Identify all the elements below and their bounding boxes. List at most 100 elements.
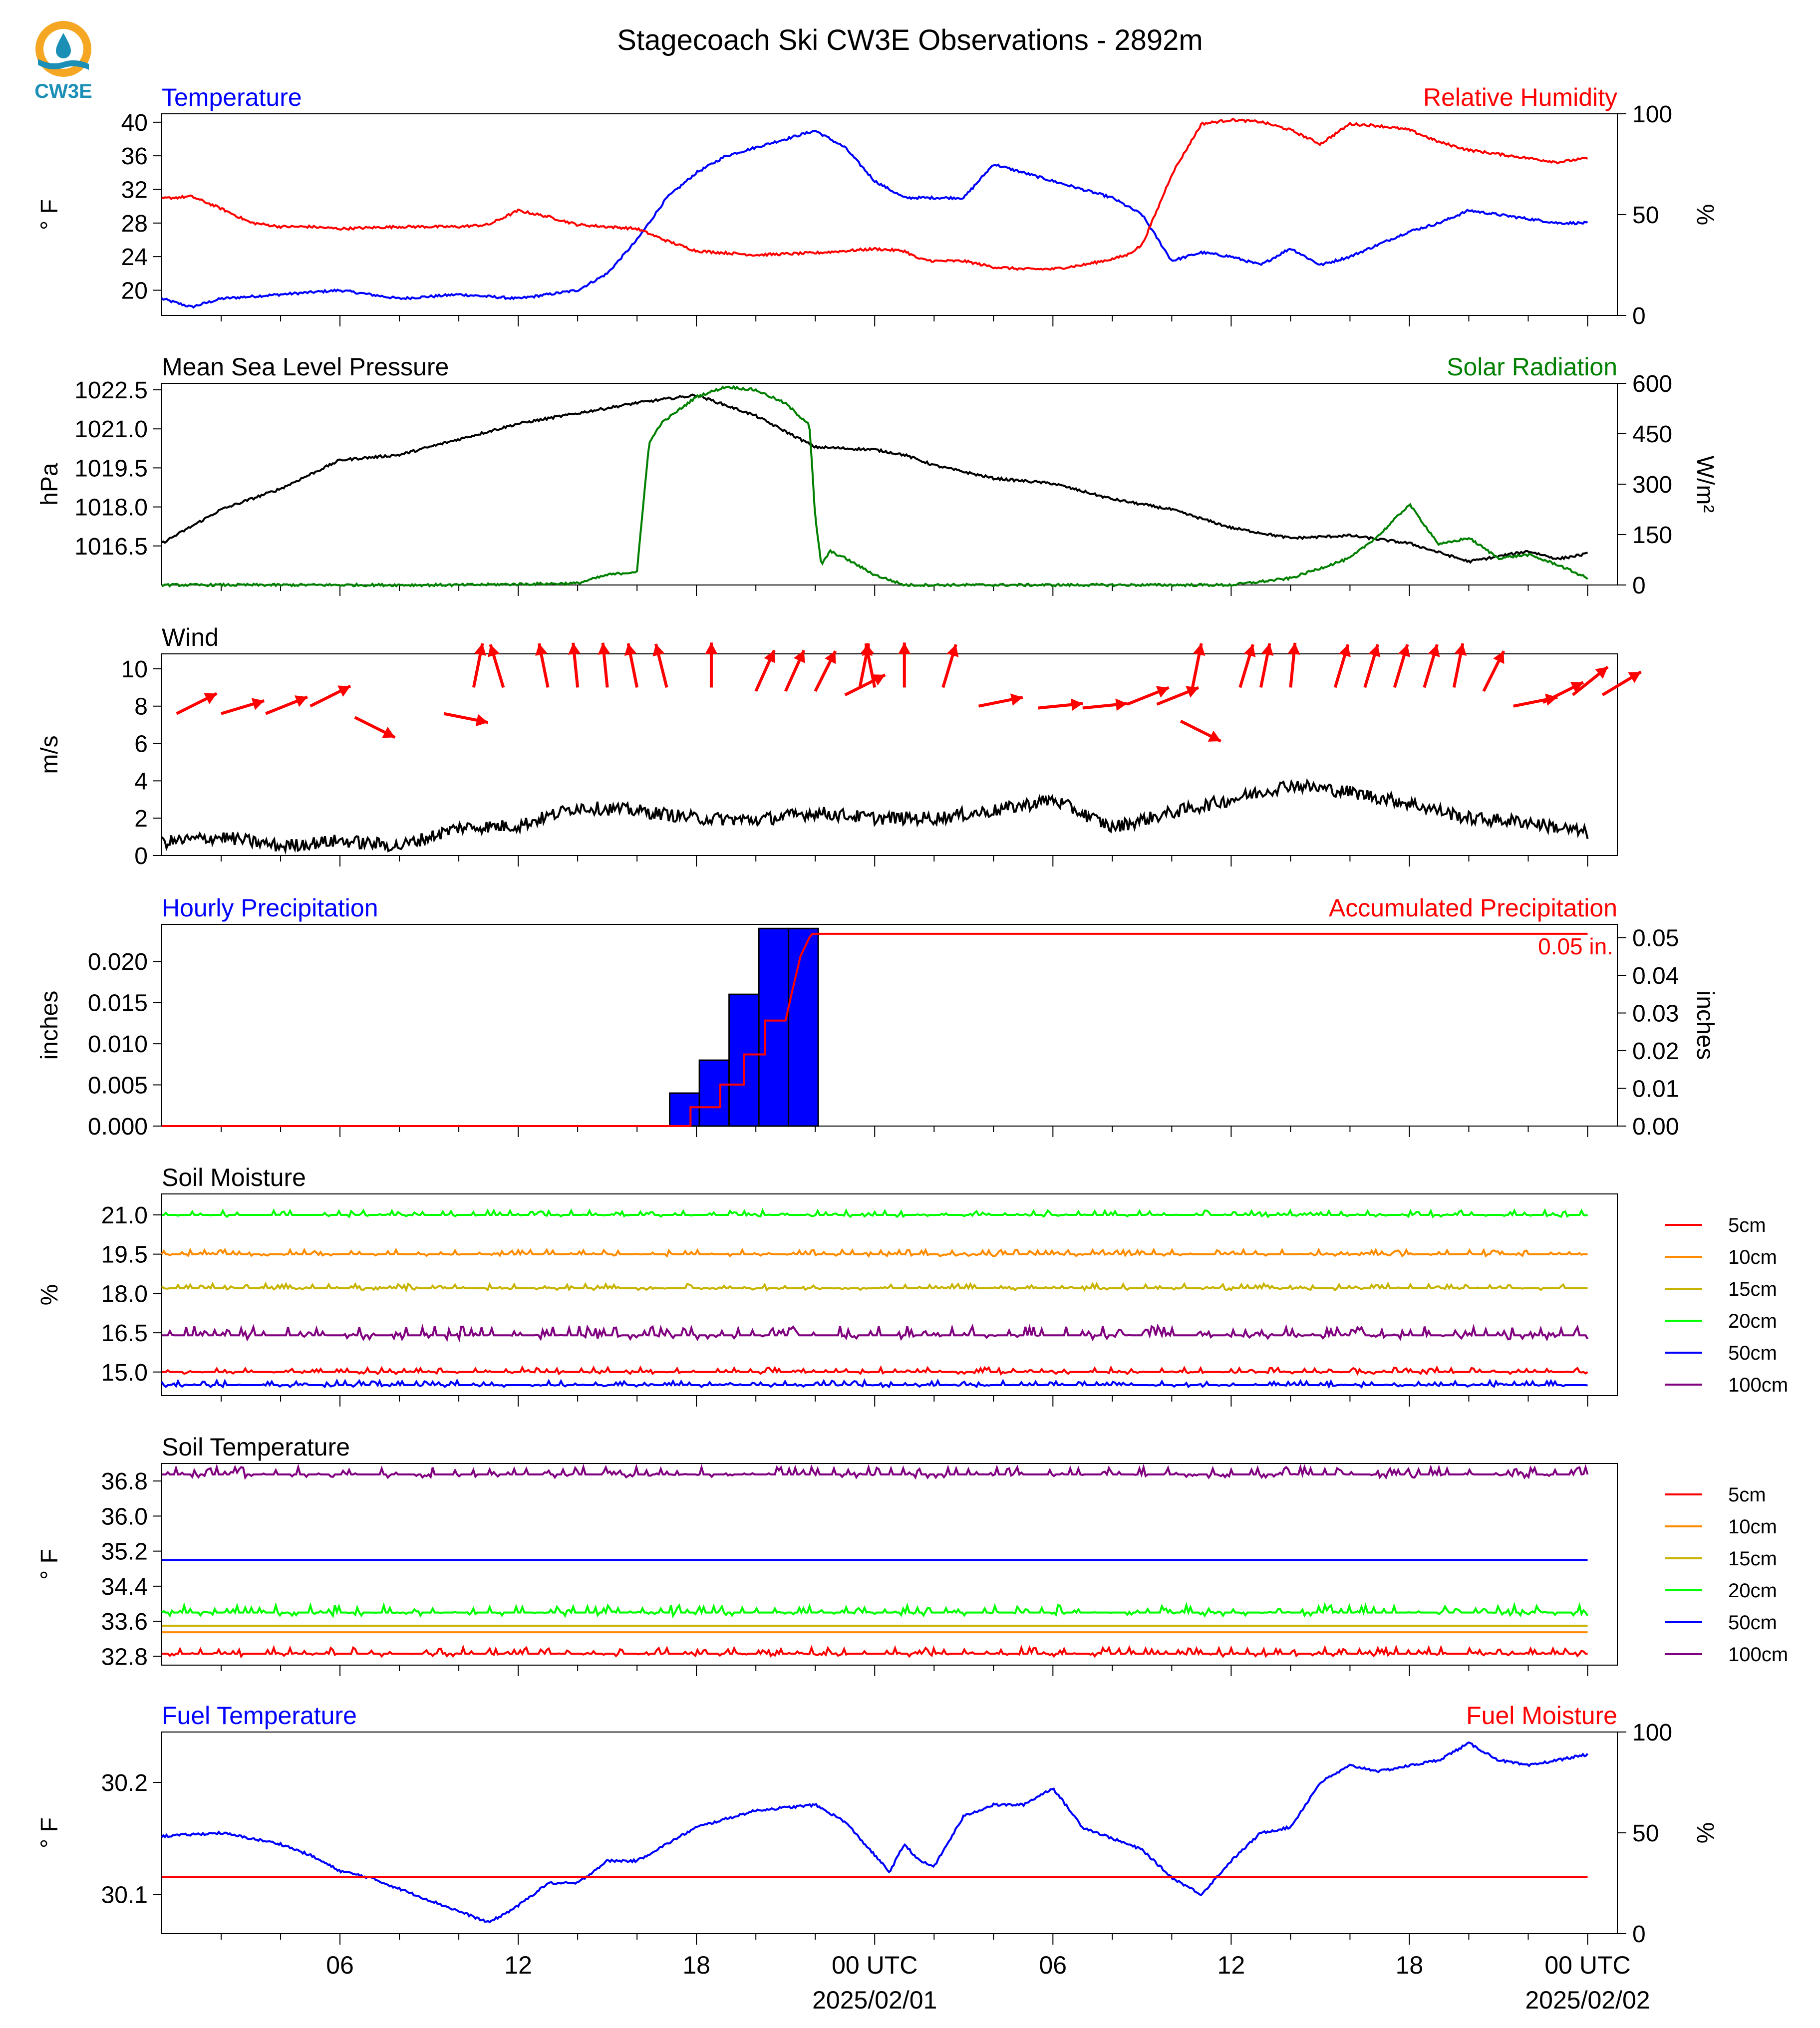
y-right-tick-label: 300: [1632, 472, 1672, 498]
y-tick-label: 30.2: [101, 1770, 148, 1796]
wind-arrow-head: [598, 642, 610, 655]
wind-arrow-head: [475, 714, 488, 727]
figure-title: Stagecoach Ski CW3E Observations - 2892m: [617, 24, 1203, 56]
plot-frame: [161, 924, 1618, 1127]
y-tick-label: 19.5: [101, 1242, 148, 1268]
panel-1: Temperature Relative Humidity 20 24 28 32 36 40…: [36, 83, 1718, 329]
cw3e-logo: CW3E: [31, 18, 96, 103]
legend-label: 50cm: [1728, 1612, 1777, 1634]
y-tick-label: 40: [121, 110, 148, 136]
precip-bar: [758, 927, 790, 1127]
wind-arrow-head: [705, 642, 718, 654]
legend-label: 20cm: [1728, 1310, 1777, 1332]
wind-arrow-head: [337, 685, 351, 697]
y-axis-label: m/s: [36, 735, 63, 774]
accumulated-total-label: 0.05 in.: [1538, 933, 1613, 959]
wind-arrow-head: [474, 643, 487, 656]
wind-arrow-head: [295, 695, 307, 707]
y-right-tick-label: 0: [1632, 573, 1646, 599]
panel-7: Fuel Temperature Fuel Moisture 30.1 30.2 ° F…: [36, 1702, 1718, 1948]
wind-arrow-head: [1339, 644, 1351, 657]
y-tick-label: 1019.5: [74, 455, 148, 482]
plot-frame: [161, 1732, 1618, 1934]
panel-title-right: Fuel Moisture: [1466, 1702, 1617, 1730]
x-tick-label: 00 UTC: [1544, 1951, 1630, 1979]
wind-arrow-head: [1493, 651, 1505, 664]
series-line-s1: [161, 130, 1588, 309]
panel-3: Wind 0 2 4 6 8 10 m/s: [36, 623, 1642, 869]
wind-arrow-head: [1628, 671, 1641, 683]
y-tick-label: 0.010: [88, 1031, 148, 1058]
y-tick-label: 16.5: [101, 1320, 148, 1347]
legend-label: 15cm: [1728, 1548, 1777, 1570]
y-tick-label: 1021.0: [74, 416, 148, 443]
series-line-s1: [161, 1741, 1589, 1924]
series-line-5cm: [162, 1365, 1588, 1376]
logo-icon: CW3E: [34, 21, 92, 102]
y-axis-label: inches: [36, 991, 63, 1060]
y-axis-label: ° F: [36, 1817, 63, 1848]
series-line-s2: [161, 385, 1588, 588]
panel-title-left: Wind: [162, 623, 219, 651]
accumulated-precip-line: [162, 932, 1588, 1127]
y-tick-label: 36: [121, 143, 148, 170]
series-line-100cm: [162, 1323, 1589, 1343]
wind-arrow-head: [1595, 667, 1608, 679]
x-tick-label: 18: [682, 1951, 710, 1979]
series-line-5cm: [162, 1644, 1588, 1659]
y-tick-label: 34.4: [101, 1574, 148, 1600]
x-date-label: 2025/02/02: [1525, 1986, 1650, 2014]
y-tick-label: 1022.5: [74, 377, 148, 404]
y-right-tick-label: 50: [1632, 202, 1659, 229]
series-line-15cm: [161, 1281, 1588, 1293]
y-tick-label: 0.005: [88, 1073, 148, 1099]
y-tick-label: 0.020: [88, 949, 148, 975]
panel-title-left: Temperature: [162, 83, 302, 111]
legend-label: 10cm: [1728, 1246, 1777, 1268]
y-axis-label: hPa: [36, 463, 63, 506]
wind-arrow-head: [568, 642, 581, 655]
panel-title-left: Mean Sea Level Pressure: [162, 353, 449, 381]
wind-arrow-head: [946, 644, 959, 657]
series-line-10cm: [161, 1247, 1588, 1258]
x-tick-label: 18: [1396, 1951, 1424, 1979]
legend-label: 5cm: [1728, 1484, 1766, 1506]
legend-label: 5cm: [1728, 1214, 1766, 1236]
series-line-20cm: [162, 1207, 1588, 1218]
legend-label: 100cm: [1728, 1374, 1788, 1396]
y-tick-label: 36.8: [101, 1468, 148, 1495]
series-line-s2: [161, 117, 1588, 271]
y-tick-label: 32: [121, 177, 148, 204]
y-tick-label: 28: [121, 211, 148, 237]
panel-5: Soil Moisture 15.0 16.5 18.0 19.5 21.0% 5cm 10c…: [36, 1163, 1788, 1407]
panel-title-left: Fuel Temperature: [162, 1702, 357, 1730]
y-tick-label: 8: [134, 694, 148, 720]
panel-6: Soil Temperature 32.8 33.6 34.4 35.2 36.0 36.8…: [36, 1433, 1788, 1676]
y-tick-label: 1016.5: [74, 534, 148, 560]
panel-title-left: Hourly Precipitation: [162, 894, 378, 922]
legend-label: 20cm: [1728, 1580, 1777, 1602]
y-tick-label: 21.0: [101, 1202, 148, 1229]
panel-2: Mean Sea Level Pressure Solar Radiation 10…: [36, 353, 1718, 599]
wind-arrow-head: [1570, 682, 1583, 693]
plot-frame: [161, 113, 1618, 316]
y-right-tick-label: 0.03: [1632, 1000, 1679, 1027]
series-line-50cm: [161, 1378, 1588, 1389]
series-line-100cm: [162, 1463, 1589, 1480]
wind-arrow-head: [1428, 644, 1440, 657]
y-right-tick-label: 450: [1632, 421, 1672, 448]
wind-arrow-head: [1071, 698, 1083, 711]
wind-arrow-head: [1398, 644, 1410, 657]
y-right-axis-label: inches: [1692, 991, 1718, 1060]
y-tick-label: 0: [134, 843, 148, 869]
wind-arrow-head: [1186, 686, 1199, 698]
wind-arrow-head: [204, 693, 217, 704]
y-right-tick-label: 100: [1632, 101, 1672, 128]
wind-arrow-head: [898, 642, 911, 654]
y-tick-label: 1018.0: [74, 495, 148, 521]
wind-arrow-head: [1208, 730, 1221, 742]
series-line-s1: [161, 778, 1589, 855]
y-tick-label: 30.1: [101, 1882, 148, 1908]
y-tick-label: 20: [121, 278, 148, 304]
